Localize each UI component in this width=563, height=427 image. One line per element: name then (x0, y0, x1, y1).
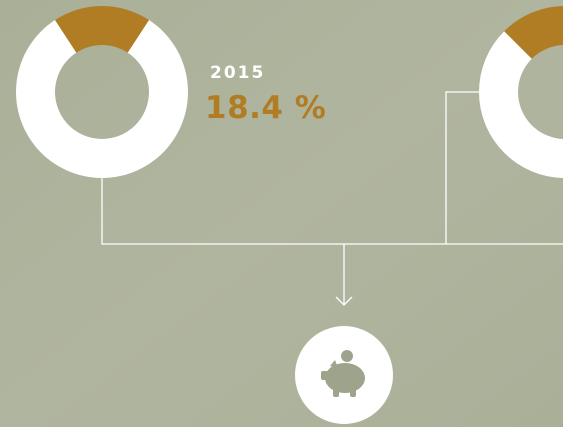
connector-line (445, 91, 480, 244)
value-label: 18.4 % (205, 90, 326, 126)
donut-charts: 2015 18.4 % (15, 5, 563, 178)
connector-line (101, 178, 563, 245)
donut-remainder (479, 31, 563, 178)
donut-remainder (15, 19, 188, 178)
donut-segment (504, 6, 563, 59)
piggy-bank-icon (321, 350, 365, 397)
arrow-head (335, 296, 353, 306)
year-label: 2015 (210, 63, 265, 83)
connectors (101, 91, 563, 306)
donut-segment (55, 5, 149, 53)
